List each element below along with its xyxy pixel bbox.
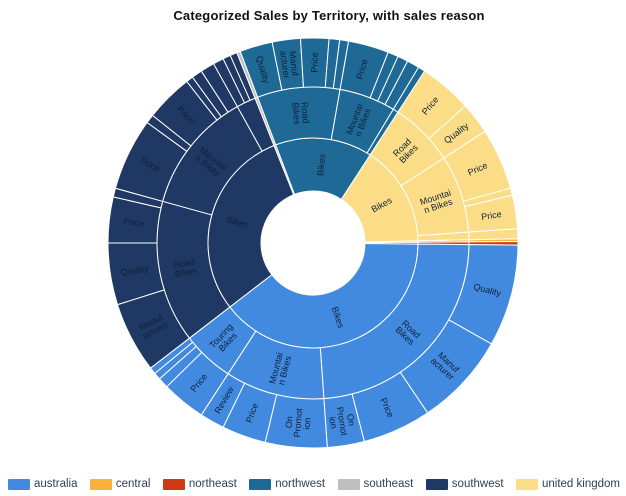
segment-reason-united-kingdom[interactable] xyxy=(468,228,519,241)
legend-swatch-northeast xyxy=(162,478,185,490)
chart-title: Categorized Sales by Territory, with sal… xyxy=(173,8,485,23)
legend-swatch-australia xyxy=(8,478,30,490)
legend-swatch-central xyxy=(89,478,112,490)
legend-item-southeast[interactable]: southeast xyxy=(337,478,414,490)
legend-item-northeast[interactable]: northeast xyxy=(162,478,237,490)
legend-swatch-united-kingdom xyxy=(516,478,538,490)
legend-swatch-northwest xyxy=(249,478,272,490)
segment-reason-northwest[interactable] xyxy=(299,37,330,88)
legend-item-australia[interactable]: australia xyxy=(8,478,77,490)
sunburst-chart: Bikes RoadBikesQualityManufacturerPriceOn… xyxy=(107,37,519,449)
legend-swatch-southeast xyxy=(337,478,360,490)
legend-swatch-southwest xyxy=(425,478,448,490)
legend-label: southwest xyxy=(451,478,504,490)
legend-label: northeast xyxy=(188,478,237,490)
legend-label: southeast xyxy=(363,478,414,490)
legend-label: central xyxy=(115,478,151,490)
legend-item-northwest[interactable]: northwest xyxy=(249,478,325,490)
legend-item-central[interactable]: central xyxy=(89,478,151,490)
legend-label: united kingdom xyxy=(542,478,620,490)
legend-item-southwest[interactable]: southwest xyxy=(425,478,504,490)
legend-label: australia xyxy=(34,478,78,490)
legend-label: northwest xyxy=(275,478,326,490)
legend-item-united-kingdom[interactable]: united kingdom xyxy=(516,478,620,490)
legend: australia central northeast northwest southe… xyxy=(0,478,626,490)
